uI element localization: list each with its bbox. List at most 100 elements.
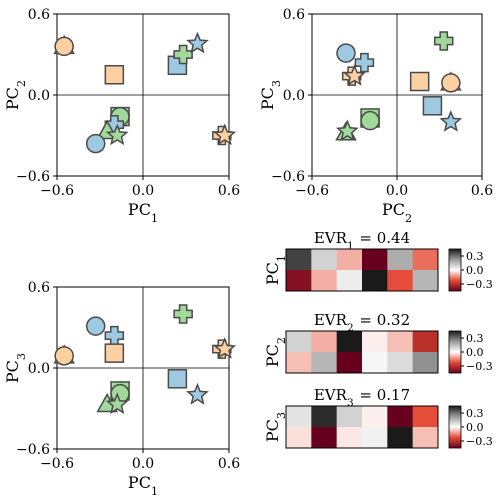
data-point-green-star [336,119,359,142]
data-point-green-star [105,392,129,415]
heatmap-cell [387,270,413,292]
colorbar [448,405,462,449]
heatmap-cell [286,427,312,449]
data-point-orange-square [104,65,125,85]
data-point-blue-circle [85,316,106,336]
y-tick-label: −0.6 [16,442,50,458]
heatmap-1: EVR1 = 0.44 PC1 0.30.0−0.3 [263,229,493,292]
y-tick-label: 0.0 [283,88,305,104]
y-axis-label: PC3 [3,353,28,383]
heatmap-cell [336,427,363,449]
heatmap-cell [286,270,312,292]
data-point-green-circle [360,110,380,131]
heatmap-cell [311,427,337,449]
heatmap-cell [286,331,312,353]
heatmap-cell [336,249,363,271]
x-axis-label: PC1 [128,200,158,225]
colorbar-tick-label: −0.3 [466,435,493,448]
x-tick-label: −0.6 [40,183,74,199]
heatmap-row-label: PC2 [263,337,288,367]
x-tick-label: 0.0 [386,183,408,199]
y-tick-label: 0.0 [28,361,50,377]
data-point-blue-star [186,383,209,405]
x-axis-label: PC2 [382,200,412,225]
x-axis-label: PC1 [128,473,158,496]
heatmap-cell [311,406,337,428]
heatmap-cell [387,406,413,428]
colorbar-tick-label: 0.0 [466,264,484,277]
heatmap-cell [412,427,439,449]
heatmap-cell [362,427,388,449]
x-tick-label: 0.0 [132,456,154,472]
y-tick-label: 0.6 [28,7,50,23]
data-point-blue-cross [104,325,125,346]
colorbar [448,330,462,374]
data-point-orange-star [213,123,237,146]
data-point-orange-circle [54,36,74,57]
heatmap-3: EVR3 = 0.17 PC3 0.30.0−0.3 [263,386,493,449]
heatmap-cell [336,406,363,428]
heatmap-cell [336,331,363,353]
data-point-orange-circle [54,346,74,366]
colorbar-tick-label: 0.3 [466,407,484,420]
y-axis-label: PC2 [3,80,28,110]
heatmap-row-label: PC3 [263,412,288,442]
colorbar-tick-label: 0.0 [466,346,484,359]
heatmap-title: EVR3 = 0.17 [314,386,410,409]
heatmap-cell [336,270,363,292]
heatmap-cell [387,352,413,374]
heatmap-cell [311,270,337,292]
colorbar-tick-label: 0.0 [466,421,484,434]
heatmap-cell [286,406,312,428]
heatmap-cell [286,249,312,271]
data-point-blue-square [422,96,443,116]
heatmap-2: EVR2 = 0.32 PC2 0.30.0−0.3 [263,311,493,374]
data-point-orange-square [409,71,430,92]
data-point-orange-circle [441,73,461,93]
heatmap-cell [362,331,388,353]
heatmap-cell [311,352,337,374]
data-point-blue-square [167,369,188,389]
colorbar-tick-label: −0.3 [466,360,493,373]
heatmap-cell [362,352,388,374]
y-tick-label: 0.6 [28,280,50,296]
x-tick-label: 0.0 [132,183,154,199]
heatmap-cell [387,331,413,353]
x-tick-label: −0.6 [295,183,329,199]
y-axis-label: PC3 [258,80,283,110]
heatmap-frame [285,330,439,374]
data-point-blue-star [439,110,463,132]
colorbar-tick-label: 0.3 [466,332,484,345]
scatter-pc1_pc3: −0.6−0.6 0.0 0.0 0.6 0.6 PC1 PC3 [3,280,240,496]
data-point-orange-star [213,337,237,359]
heatmap-cell [412,249,439,271]
data-point-green-cross [173,304,193,324]
heatmap-cell [362,249,388,271]
colorbar [448,248,462,292]
x-tick-label: 0.6 [218,456,240,472]
data-point-green-star [105,123,129,146]
heatmap-cell [412,406,439,428]
heatmap-cell [412,352,439,374]
heatmap-cell [336,352,363,374]
x-tick-label: 0.6 [471,183,493,199]
data-point-blue-circle [336,43,356,63]
y-tick-label: −0.6 [16,169,50,185]
data-point-orange-square [104,343,125,363]
heatmap-title: EVR2 = 0.32 [314,311,410,334]
heatmap-frame [285,248,439,292]
colorbar-tick-label: 0.3 [466,250,484,263]
heatmap-cell [362,270,388,292]
heatmap-cell [311,249,337,271]
data-point-blue-circle [85,133,106,154]
scatter-pc1_pc2: −0.6−0.6 0.0 0.0 0.6 0.6 PC1 PC2 [3,7,240,225]
heatmap-cell [286,352,312,374]
x-tick-label: 0.6 [218,183,240,199]
data-point-green-cross [173,44,193,65]
y-tick-label: −0.6 [271,169,305,185]
y-tick-label: 0.6 [283,7,305,23]
colorbar-tick-label: −0.3 [466,278,493,291]
heatmap-cell [412,270,439,292]
data-point-orange-star [343,64,366,86]
